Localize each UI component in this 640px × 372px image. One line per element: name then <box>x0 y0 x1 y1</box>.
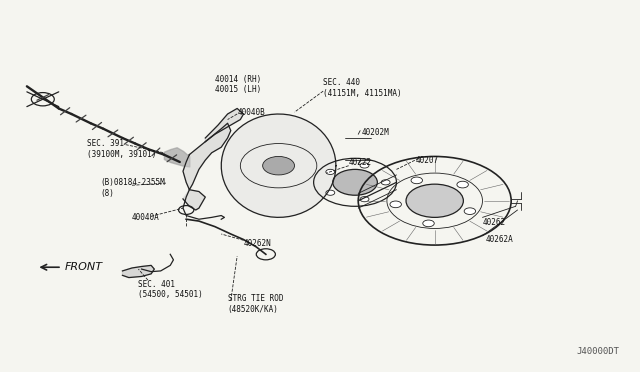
Circle shape <box>457 181 468 188</box>
Circle shape <box>411 177 422 184</box>
Text: 40262N: 40262N <box>244 239 271 248</box>
Text: FRONT: FRONT <box>65 262 103 272</box>
Text: 40262: 40262 <box>483 218 506 227</box>
Circle shape <box>360 163 369 168</box>
Text: SEC. 401
(54500, 54501): SEC. 401 (54500, 54501) <box>138 280 203 299</box>
Circle shape <box>262 157 294 175</box>
Text: 40014 (RH)
40015 (LH): 40014 (RH) 40015 (LH) <box>215 75 261 94</box>
Text: 40040A: 40040A <box>132 213 160 222</box>
Text: SEC. 440
(41151M, 41151MA): SEC. 440 (41151M, 41151MA) <box>323 78 402 98</box>
Polygon shape <box>221 114 336 217</box>
Text: 40202M: 40202M <box>362 128 389 137</box>
Polygon shape <box>183 123 231 190</box>
Polygon shape <box>183 190 205 210</box>
Circle shape <box>406 184 463 217</box>
Circle shape <box>326 190 335 195</box>
Circle shape <box>381 180 390 185</box>
Circle shape <box>333 169 378 195</box>
Circle shape <box>360 196 369 202</box>
Text: (B)08184-2355M
(8): (B)08184-2355M (8) <box>100 178 165 198</box>
Text: 40207: 40207 <box>415 155 438 165</box>
Circle shape <box>326 169 335 174</box>
Text: 40222: 40222 <box>349 157 372 167</box>
Polygon shape <box>122 265 154 278</box>
Text: 40262A: 40262A <box>486 235 513 244</box>
Text: SEC. 391
(39100M, 39101): SEC. 391 (39100M, 39101) <box>88 140 157 159</box>
Polygon shape <box>205 109 244 142</box>
Circle shape <box>423 220 435 227</box>
Circle shape <box>390 201 401 208</box>
Circle shape <box>464 208 476 215</box>
Text: J40000DT: J40000DT <box>577 347 620 356</box>
Text: 40040B: 40040B <box>237 108 265 117</box>
Text: STRG TIE ROD
(48520K/KA): STRG TIE ROD (48520K/KA) <box>228 295 283 314</box>
